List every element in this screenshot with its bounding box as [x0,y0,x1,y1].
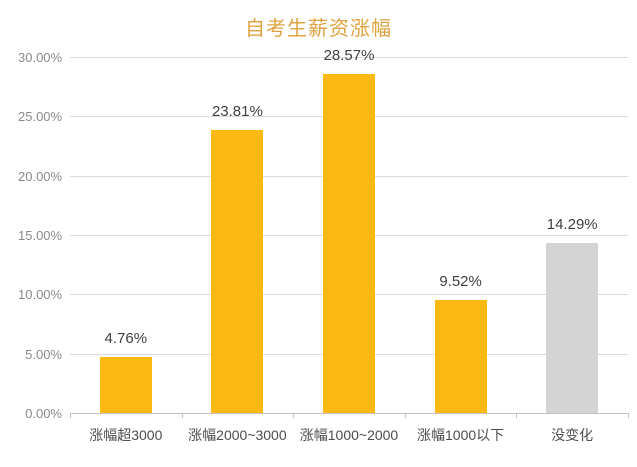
y-axis-label: 20.00% [18,168,63,184]
x-axis-tick [628,413,629,418]
y-axis-label: 0.00% [25,406,62,421]
y-axis-label: 30.00% [18,50,63,65]
y-axis-label: 15.00% [18,228,63,243]
y-axis-label: 5.00% [25,346,62,362]
x-axis-category-label: 涨幅1000~2000 [299,427,399,443]
x-axis-category-label: 涨幅超3000 [89,427,163,443]
x-axis-category-label: 涨幅2000~3000 [188,427,287,443]
x-axis-tick [293,413,295,418]
x-axis-tick [70,413,71,418]
bar-data-label: 28.57% [323,46,375,64]
gridline [70,57,628,58]
x-axis-tick [404,413,406,418]
bar-data-label: 9.52% [439,273,482,291]
bar-data-label: 4.76% [104,329,148,347]
x-axis-tick [516,413,518,418]
chart-title: 自考生薪资涨幅 [245,18,392,40]
y-axis-label: 10.00% [18,287,63,303]
x-axis-line [70,413,628,414]
bar [211,130,264,413]
x-axis-category-label: 涨幅1000以下 [417,427,505,443]
bar [546,243,599,413]
bar-data-label: 14.29% [546,216,598,234]
bar [323,73,375,413]
bar [99,356,152,413]
bar-data-label: 23.81% [211,103,263,121]
bar [434,300,487,413]
x-axis-category-label: 没变化 [551,427,594,443]
x-axis-tick [181,413,183,418]
y-axis-label: 25.00% [18,109,63,125]
